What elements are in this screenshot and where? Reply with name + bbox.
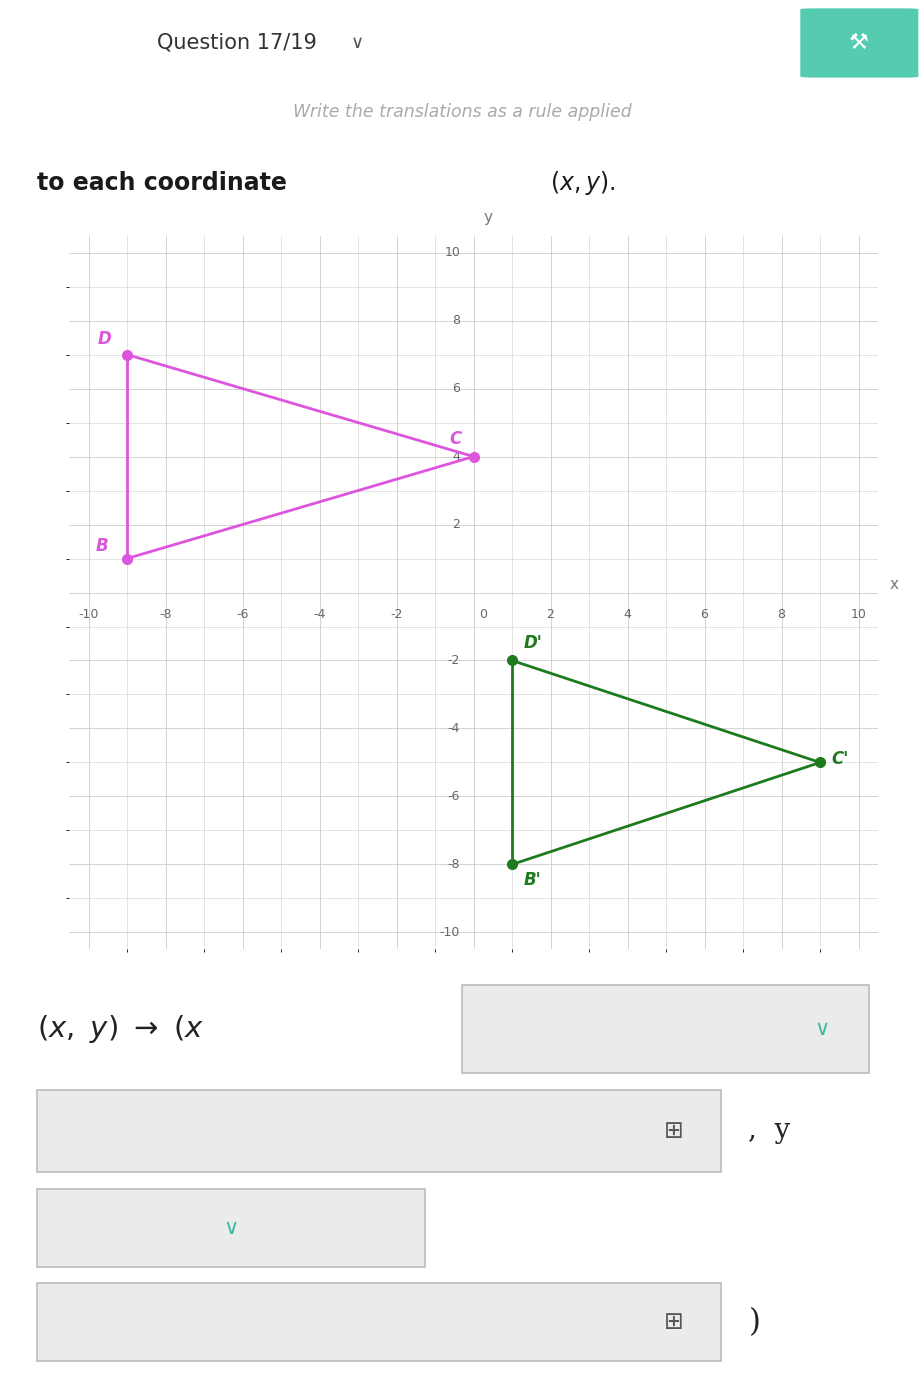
Text: ∨: ∨ [815, 1019, 830, 1040]
Text: B': B' [524, 872, 541, 890]
Text: 2: 2 [452, 518, 460, 531]
Text: -2: -2 [448, 654, 460, 667]
Text: ⊞: ⊞ [664, 1119, 684, 1143]
Text: -6: -6 [237, 608, 249, 621]
Text: -8: -8 [447, 858, 460, 870]
FancyBboxPatch shape [462, 985, 869, 1073]
Text: Write the translations as a rule applied: Write the translations as a rule applied [293, 103, 631, 121]
Text: 6: 6 [452, 383, 460, 395]
Text: -6: -6 [448, 790, 460, 802]
Text: 2: 2 [547, 608, 554, 621]
Text: x: x [889, 577, 898, 592]
Text: ⊞: ⊞ [664, 1310, 684, 1335]
Text: ∨: ∨ [351, 35, 364, 51]
Text: ⚒: ⚒ [849, 33, 869, 53]
Text: -4: -4 [313, 608, 326, 621]
Text: 8: 8 [778, 608, 785, 621]
Text: -8: -8 [159, 608, 172, 621]
Text: 0: 0 [480, 608, 487, 621]
Text: 6: 6 [700, 608, 709, 621]
Text: 4: 4 [624, 608, 631, 621]
Text: B: B [95, 538, 108, 556]
FancyBboxPatch shape [799, 7, 919, 79]
Text: -4: -4 [448, 722, 460, 735]
Text: ,  y: , y [748, 1117, 791, 1145]
Text: 10: 10 [444, 247, 460, 259]
Text: D': D' [524, 633, 542, 651]
Text: -10: -10 [440, 926, 460, 938]
Text: $(x, y).$: $(x, y).$ [550, 169, 615, 197]
Text: ): ) [748, 1307, 760, 1337]
Text: -10: -10 [79, 608, 99, 621]
Text: 8: 8 [452, 315, 460, 327]
Text: $(x,\ y)\ \rightarrow\ (x$: $(x,\ y)\ \rightarrow\ (x$ [37, 1013, 204, 1045]
Text: y: y [483, 211, 492, 226]
Text: C': C' [832, 750, 849, 768]
FancyBboxPatch shape [37, 1283, 721, 1361]
Text: 10: 10 [851, 608, 867, 621]
Text: 4: 4 [452, 450, 460, 463]
Text: to each coordinate: to each coordinate [37, 170, 295, 195]
Text: C: C [450, 430, 462, 448]
FancyBboxPatch shape [37, 1089, 721, 1173]
Text: Question 17/19: Question 17/19 [157, 33, 317, 53]
Text: D: D [98, 330, 112, 348]
FancyBboxPatch shape [14, 10, 448, 76]
Text: -2: -2 [390, 608, 403, 621]
Text: ∨: ∨ [224, 1218, 238, 1238]
FancyBboxPatch shape [37, 1189, 425, 1267]
